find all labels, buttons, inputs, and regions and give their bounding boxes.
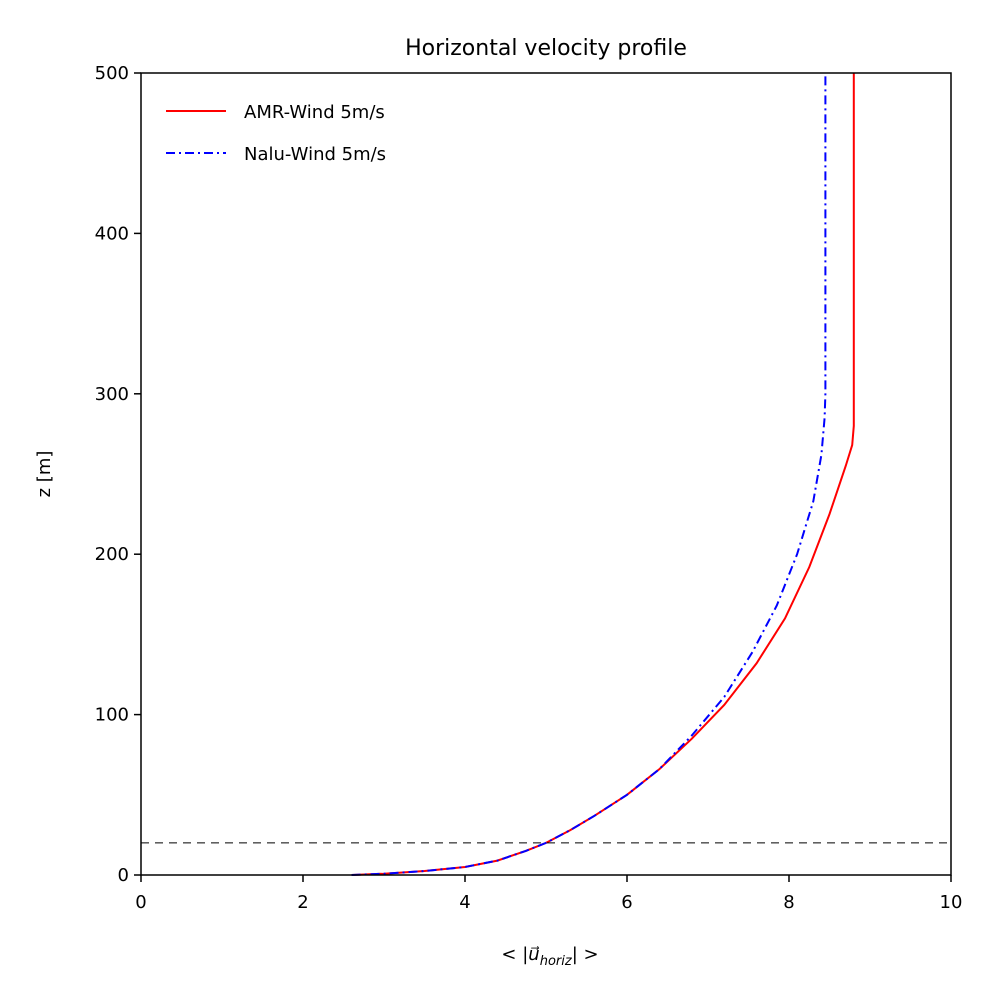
y-tick-label: 400 — [95, 223, 129, 244]
x-tick-label: 4 — [459, 892, 470, 913]
y-axis-ticks: 0 100 200 300 400 500 — [95, 63, 141, 886]
y-tick-label: 300 — [95, 384, 129, 405]
y-tick-label: 200 — [95, 544, 129, 565]
legend: AMR-Wind 5m/s Nalu-Wind 5m/s — [166, 102, 386, 165]
x-axis-label-subscript: horiz — [540, 954, 573, 969]
series-line-2 — [351, 73, 827, 876]
y-tick-label: 0 — [118, 865, 129, 886]
y-tick-label: 500 — [95, 63, 129, 84]
y-tick-label: 100 — [95, 705, 129, 726]
plot-frame — [140, 72, 952, 876]
legend-label-1: AMR-Wind 5m/s — [244, 102, 385, 123]
series-layer — [351, 73, 855, 876]
x-axis-label: < |u⃗horiz| > — [501, 944, 598, 969]
x-axis-ticks: 0 2 4 6 8 10 — [135, 875, 962, 913]
x-axis-label-close: | > — [572, 944, 599, 965]
x-axis-label-vector: u⃗ — [528, 944, 539, 965]
x-axis-label-open: < | — [501, 944, 528, 965]
x-tick-label: 8 — [783, 892, 794, 913]
chart-title: Horizontal velocity profile — [405, 36, 687, 61]
x-tick-label: 6 — [621, 892, 632, 913]
legend-label-2: Nalu-Wind 5m/s — [244, 144, 386, 165]
series-line-1 — [351, 73, 855, 876]
x-tick-label: 2 — [297, 892, 308, 913]
x-tick-label: 0 — [135, 892, 146, 913]
y-axis-label: z [m] — [34, 451, 55, 498]
x-tick-label: 10 — [940, 892, 963, 913]
plot-area — [140, 72, 952, 876]
